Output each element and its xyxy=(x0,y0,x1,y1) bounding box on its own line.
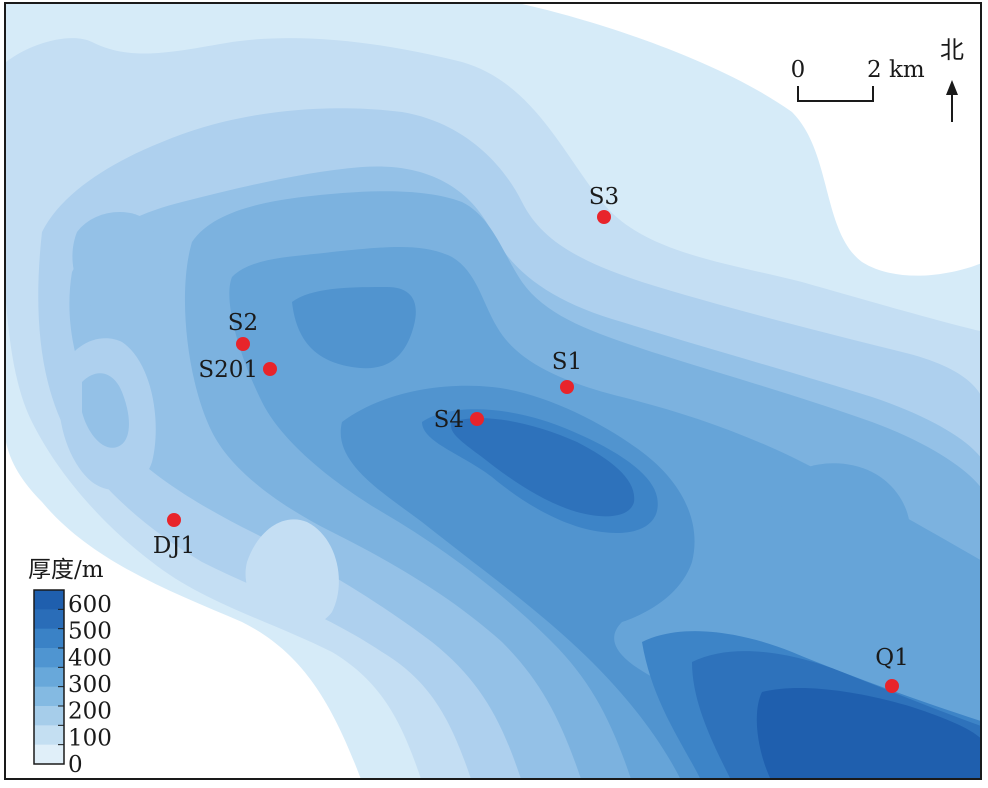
legend-color-swatch xyxy=(34,609,64,630)
contour-level-9 xyxy=(451,418,980,778)
well-S4[interactable]: S4 xyxy=(434,407,484,433)
legend-color-swatch xyxy=(34,686,64,707)
legend-tick-label: 400 xyxy=(68,645,112,671)
legend-color-bar xyxy=(34,590,64,765)
contour-southwest-lobe xyxy=(245,519,339,628)
well-label: S4 xyxy=(434,407,464,433)
well-Q1[interactable]: Q1 xyxy=(875,645,909,693)
well-DJ1[interactable]: DJ1 xyxy=(153,513,195,559)
scale-bar-end-label: 2 km xyxy=(867,57,925,83)
legend-tick-label: 300 xyxy=(68,672,112,698)
well-label: S201 xyxy=(198,357,258,383)
well-marker[interactable] xyxy=(263,362,277,376)
contour-level-10 xyxy=(756,688,980,778)
contour-east-lobe xyxy=(780,463,911,567)
scale-bar-start-label: 0 xyxy=(791,57,806,83)
contour-map-svg: S3 S2 S201 S1 S4 DJ1 xyxy=(6,4,980,778)
north-arrow: 北 xyxy=(940,36,964,122)
well-S1[interactable]: S1 xyxy=(552,349,582,394)
legend-color-swatch xyxy=(34,706,64,726)
contour-northwest-lobe xyxy=(72,212,161,318)
well-label: S1 xyxy=(552,349,582,375)
well-S201[interactable]: S201 xyxy=(198,357,277,383)
scale-bar: 0 2 km xyxy=(791,57,925,102)
well-S2[interactable]: S2 xyxy=(228,310,258,351)
scale-bar-line xyxy=(797,86,874,102)
legend-tick-label: 0 xyxy=(68,752,83,778)
north-arrow-head xyxy=(946,80,958,95)
well-marker[interactable] xyxy=(885,679,899,693)
well-marker[interactable] xyxy=(236,337,250,351)
legend-color-swatch xyxy=(34,667,64,688)
legend-color-swatch xyxy=(34,744,64,765)
legend-tick-label: 100 xyxy=(68,725,112,751)
well-label: S3 xyxy=(589,184,619,210)
legend-bar-border xyxy=(33,589,65,765)
well-S3[interactable]: S3 xyxy=(589,184,619,224)
well-marker[interactable] xyxy=(560,380,574,394)
legend-color-swatch xyxy=(34,725,64,746)
legend-tick-label: 500 xyxy=(68,619,112,645)
thickness-map: S3 S2 S201 S1 S4 DJ1 xyxy=(4,2,982,780)
legend-tick-label: 600 xyxy=(68,592,112,618)
north-label: 北 xyxy=(940,36,964,64)
legend-tick-label: 200 xyxy=(68,699,112,725)
well-marker[interactable] xyxy=(167,513,181,527)
well-marker[interactable] xyxy=(470,412,484,426)
wells-layer: S3 S2 S201 S1 S4 DJ1 xyxy=(153,184,909,693)
well-label: S2 xyxy=(228,310,258,336)
well-label: DJ1 xyxy=(153,533,195,559)
well-label: Q1 xyxy=(875,645,909,671)
legend-color-swatch xyxy=(34,628,64,649)
legend-color-swatch xyxy=(34,590,64,610)
legend-title: 厚度/m xyxy=(28,557,104,583)
contour-west-lobe-inner xyxy=(82,373,129,448)
legend-color-swatch xyxy=(34,648,64,668)
well-marker[interactable] xyxy=(597,210,611,224)
